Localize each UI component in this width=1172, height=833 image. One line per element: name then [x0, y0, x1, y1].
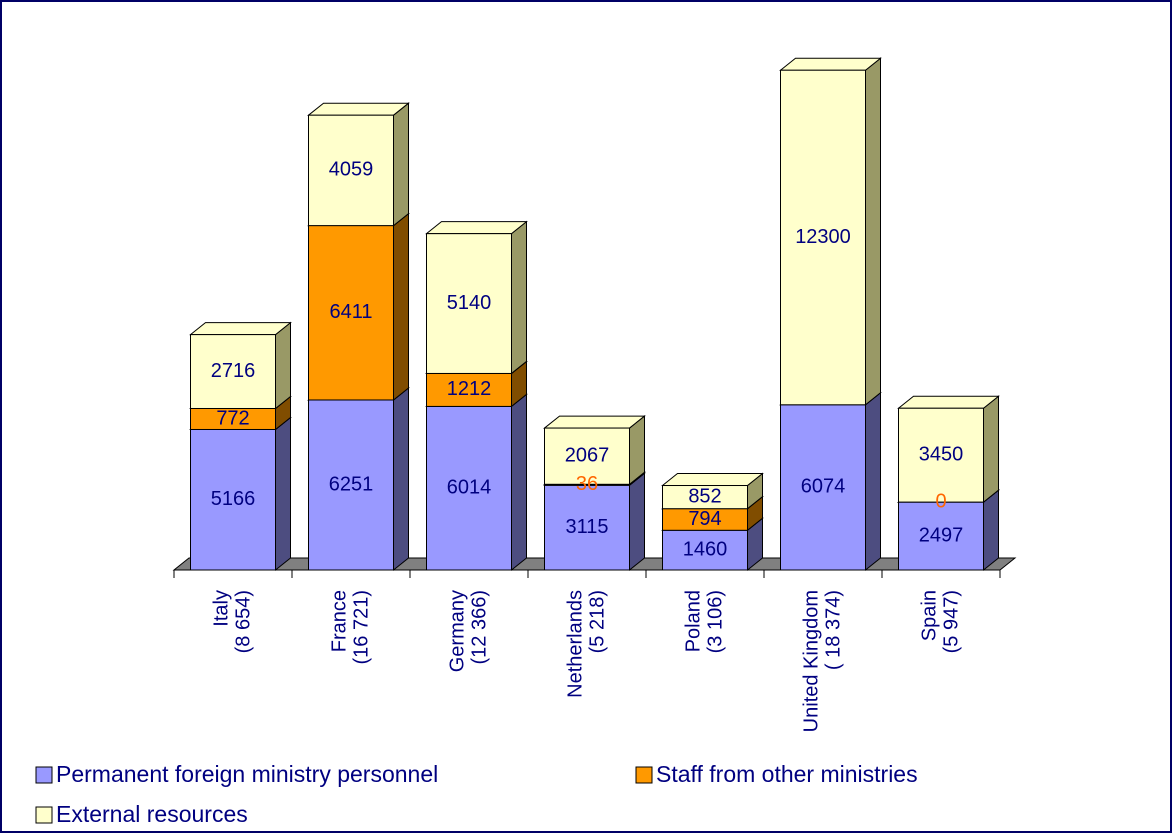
x-tick-label: (16 721) — [350, 590, 372, 665]
bar-segment — [307, 102, 410, 227]
bar-front — [780, 69, 866, 406]
data-label: 2716 — [211, 360, 256, 382]
bar-segment — [779, 57, 882, 406]
x-tick-label: Germany — [446, 590, 468, 672]
bar-side — [393, 212, 409, 402]
bar-segment — [897, 395, 1000, 504]
data-label: 3115 — [565, 516, 608, 538]
bar-side — [983, 489, 999, 572]
bar-front — [190, 428, 276, 571]
data-label: 5166 — [211, 488, 256, 510]
bar-front — [426, 372, 512, 407]
data-label: 6251 — [329, 473, 374, 495]
data-label: 6014 — [447, 476, 492, 498]
data-label: 6411 — [329, 301, 372, 323]
bar-top — [189, 322, 292, 336]
data-label: 6074 — [801, 476, 846, 498]
bar-top — [425, 221, 528, 235]
data-label: 2497 — [919, 524, 964, 546]
legend-swatch — [35, 806, 53, 824]
data-label: 2067 — [565, 444, 610, 466]
x-tick-label: (12 366) — [468, 590, 490, 665]
bar-front — [898, 407, 984, 503]
x-tick-label: (5 947) — [940, 590, 962, 653]
bar-side — [865, 391, 881, 572]
bar-segment — [189, 321, 292, 410]
bar-segment — [661, 472, 764, 510]
legend-swatch — [635, 766, 653, 784]
data-label: 5140 — [447, 292, 492, 314]
bar-front — [308, 114, 394, 227]
data-label: 36 — [576, 473, 598, 495]
bar-top — [661, 473, 764, 487]
bar-side — [511, 220, 527, 375]
x-tick-label: Poland — [682, 590, 704, 652]
x-tick-label: France — [328, 590, 350, 652]
x-tick-label: (3 106) — [704, 590, 726, 653]
bar-front — [308, 399, 394, 571]
bar-top — [543, 415, 646, 429]
data-label: 3450 — [919, 443, 964, 465]
data-label: 1212 — [447, 378, 492, 400]
x-tick-label: (5 218) — [586, 590, 608, 653]
bar-side — [275, 321, 291, 410]
x-tick-label: Netherlands — [564, 590, 586, 698]
x-tick-label: ( 18 374) — [822, 590, 844, 670]
bar-front — [544, 484, 630, 571]
legend-swatch — [35, 766, 53, 784]
data-label: 794 — [688, 508, 721, 530]
bar-side — [629, 472, 645, 572]
bar-segment — [189, 416, 292, 572]
bar-front — [662, 485, 748, 510]
data-label: 1460 — [683, 538, 728, 560]
x-tick-label: United Kingdom — [800, 590, 822, 732]
x-tick-label: Italy — [210, 590, 232, 627]
bar-segment — [425, 393, 528, 572]
bar-front — [780, 404, 866, 571]
bar-segment — [543, 415, 646, 486]
bar-side — [393, 102, 409, 227]
bar-front — [308, 225, 394, 401]
data-label: 772 — [216, 407, 249, 429]
bar-top — [779, 57, 882, 71]
bar-side — [511, 393, 527, 572]
bar-side — [275, 416, 291, 572]
x-tick-label: Spain — [918, 590, 940, 641]
bar-side — [393, 386, 409, 572]
bar-segment — [425, 220, 528, 375]
data-label: 852 — [688, 485, 721, 507]
legend-label: External resources — [56, 801, 248, 827]
data-label: 0 — [935, 490, 946, 512]
data-label: 12300 — [795, 226, 851, 248]
legend-label: Staff from other ministries — [656, 761, 918, 787]
bar-front — [426, 405, 512, 571]
bar-front — [662, 529, 748, 571]
bar-side — [983, 395, 999, 504]
bar-top — [307, 102, 410, 116]
x-tick-label: (8 654) — [232, 590, 254, 653]
bar-front — [190, 334, 276, 409]
bar-front — [426, 233, 512, 374]
legend-label: Permanent foreign ministry personnel — [56, 761, 438, 787]
bar-side — [865, 57, 881, 406]
data-label: 4059 — [329, 159, 374, 181]
bar-top — [897, 395, 1000, 409]
bar-front — [544, 427, 630, 485]
